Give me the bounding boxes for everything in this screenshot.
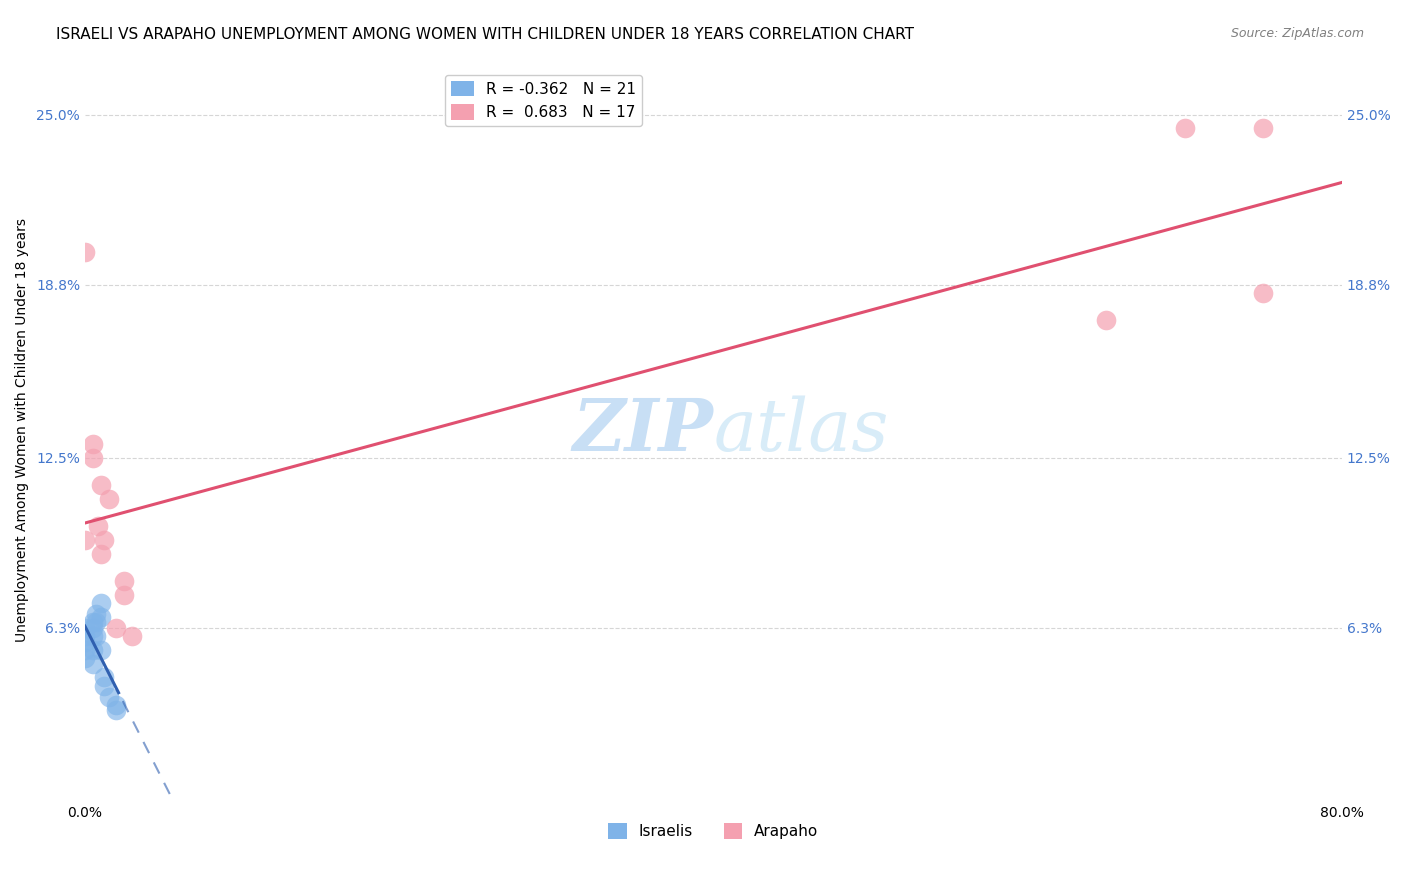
Point [93,533,115,547]
Point [90,610,112,624]
Point [73,643,96,657]
Text: ISRAELI VS ARAPAHO UNEMPLOYMENT AMONG WOMEN WITH CHILDREN UNDER 18 YEARS CORRELA: ISRAELI VS ARAPAHO UNEMPLOYMENT AMONG WO… [56,27,914,42]
Point [82,657,104,671]
Point [73,651,96,665]
Point [112,588,135,602]
Point [90,547,112,561]
Point [112,574,135,589]
Text: atlas: atlas [713,395,889,466]
Point [82,615,104,630]
Point [105,703,128,717]
Point [1253,121,1275,136]
Point [1095,313,1118,327]
Point [1253,285,1275,300]
Point [93,679,115,693]
Point [97,491,120,506]
Point [121,629,143,643]
Point [73,621,96,635]
Point [82,437,104,451]
Text: ZIP: ZIP [572,395,713,466]
Point [82,621,104,635]
Point [73,533,96,547]
Point [93,670,115,684]
Point [73,244,96,259]
Point [82,450,104,465]
Point [84,629,107,643]
Point [105,621,128,635]
Point [90,478,112,492]
Point [1174,121,1197,136]
Y-axis label: Unemployment Among Women with Children Under 18 years: Unemployment Among Women with Children U… [15,219,30,642]
Text: Source: ZipAtlas.com: Source: ZipAtlas.com [1230,27,1364,40]
Point [105,698,128,712]
Point [97,690,120,704]
Point [90,643,112,657]
Point [82,629,104,643]
Point [86,519,108,533]
Point [82,643,104,657]
Point [73,634,96,648]
Point [90,596,112,610]
Point [84,615,107,630]
Legend: Israelis, Arapaho: Israelis, Arapaho [602,817,825,845]
Point [84,607,107,622]
Point [73,629,96,643]
